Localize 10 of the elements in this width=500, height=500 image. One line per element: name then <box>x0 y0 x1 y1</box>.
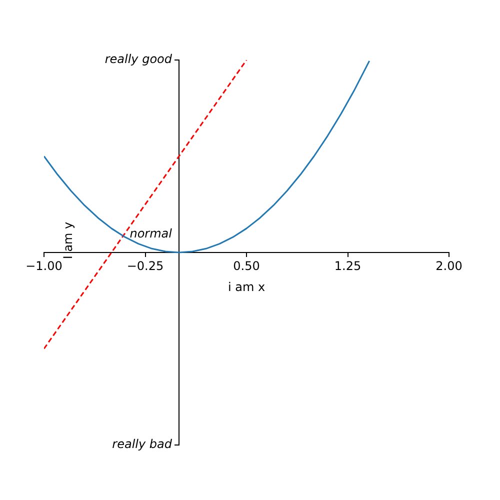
x-tick-label: 1.25 <box>334 258 362 273</box>
annotation: really good <box>104 52 172 66</box>
x-tick-label: 0.50 <box>233 258 260 273</box>
x-tick-label: −1.00 <box>26 258 62 273</box>
x-axis-title: i am x <box>228 280 266 294</box>
text: really bad <box>112 437 172 452</box>
x-tick-label: −0.25 <box>126 258 164 273</box>
x-tick-label: 2.00 <box>436 258 462 273</box>
y-axis-title: I am y <box>61 222 76 260</box>
annotation: normal <box>130 226 173 241</box>
